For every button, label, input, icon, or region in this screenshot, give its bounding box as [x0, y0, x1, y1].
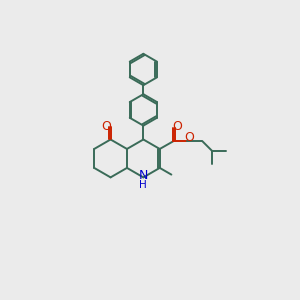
Text: O: O [172, 120, 182, 133]
Text: H: H [140, 180, 147, 190]
Text: N: N [139, 169, 148, 182]
Text: O: O [101, 120, 111, 133]
Text: O: O [184, 131, 194, 144]
